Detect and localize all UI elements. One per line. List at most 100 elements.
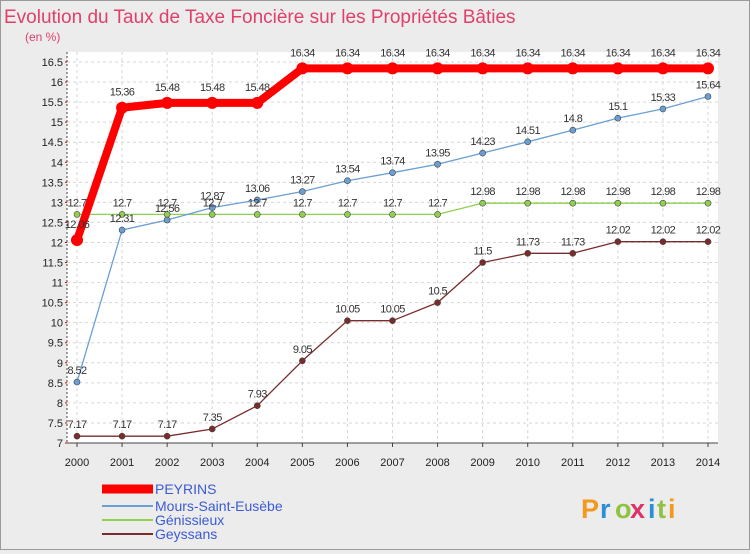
y-tick-label: 13 — [51, 197, 63, 209]
x-tick-label: 2009 — [470, 457, 494, 469]
data-label: 16.34 — [470, 47, 495, 59]
data-label: 16.34 — [425, 47, 450, 59]
data-point — [299, 188, 306, 195]
data-label: 15.48 — [200, 82, 225, 94]
data-label: 10.05 — [335, 304, 360, 316]
data-point — [299, 357, 306, 365]
logo-letter: P — [581, 494, 599, 524]
data-point — [71, 234, 83, 247]
x-tick-label: 2006 — [335, 457, 359, 469]
data-labels: 12.06 15.36 15.48 15.48 15.48 16.34 16.34 16.34… — [65, 47, 722, 431]
data-point — [524, 138, 532, 146]
data-label: 12.02 — [696, 225, 721, 237]
data-point — [299, 211, 306, 218]
data-point — [251, 96, 264, 109]
data-label: 11.73 — [516, 236, 540, 248]
y-tick-label: 10.5 — [42, 298, 63, 310]
data-point — [566, 62, 579, 75]
data-label: 11.5 — [474, 246, 493, 258]
data-point — [611, 62, 624, 75]
data-label: 12.7 — [383, 197, 402, 209]
data-label: 13.27 — [290, 175, 315, 187]
data-label: 15.36 — [110, 87, 135, 99]
x-tick-label: 2014 — [696, 457, 720, 469]
data-label: 16.34 — [561, 47, 586, 59]
data-label: 7.35 — [203, 412, 222, 424]
legend: PEYRINSMours-Saint-EusèbeGénissieuxGeyss… — [102, 481, 283, 542]
data-label: 16.34 — [380, 47, 405, 59]
data-point — [479, 199, 486, 207]
data-label: 7.17 — [113, 419, 132, 431]
logo-letter: r — [600, 494, 611, 524]
data-point — [118, 432, 126, 440]
data-point — [614, 199, 622, 207]
data-label: 12.7 — [158, 197, 177, 209]
data-point — [569, 126, 577, 134]
data-label: 10.05 — [380, 304, 405, 316]
y-tick-label: 8.5 — [48, 378, 63, 390]
data-label: 11.73 — [561, 236, 585, 248]
data-label: 12.98 — [651, 186, 676, 198]
data-point — [163, 216, 171, 224]
data-label: 13.95 — [425, 147, 450, 159]
data-label: 15.33 — [651, 92, 676, 104]
data-label: 7.17 — [67, 419, 86, 431]
data-label: 16.34 — [606, 47, 631, 59]
x-tick-label: 2000 — [65, 457, 89, 469]
data-point — [659, 238, 667, 245]
data-point — [116, 101, 129, 114]
data-point — [569, 199, 577, 207]
data-point — [389, 211, 396, 218]
data-point — [208, 211, 216, 218]
data-label: 16.34 — [651, 47, 676, 59]
data-point — [253, 211, 261, 218]
y-tick-label: 9 — [57, 358, 63, 370]
x-tick-label: 2001 — [110, 457, 134, 469]
data-point — [163, 432, 171, 440]
data-point — [208, 204, 216, 211]
data-point — [656, 62, 669, 75]
data-point — [704, 199, 712, 207]
series-geyssans — [73, 238, 712, 440]
legend-label: PEYRINS — [155, 481, 216, 497]
chart-title: Evolution du Taux de Taxe Foncière sur l… — [4, 7, 516, 28]
data-label: 13.06 — [245, 183, 270, 195]
logo-letter: x — [630, 494, 645, 524]
x-tick-label: 2008 — [425, 457, 449, 469]
series-layer — [71, 62, 714, 440]
y-tick-label: 15 — [51, 117, 63, 129]
data-point — [479, 259, 486, 266]
data-label: 16.34 — [515, 47, 540, 59]
data-label: 15.1 — [608, 101, 627, 113]
data-label: 12.98 — [515, 186, 540, 198]
data-label: 14.23 — [470, 136, 495, 148]
data-point — [431, 62, 444, 75]
data-point — [296, 62, 309, 75]
data-point — [208, 425, 216, 433]
y-tick-label: 16 — [51, 77, 63, 89]
unit-label: (en %) — [25, 30, 60, 44]
data-point — [434, 160, 441, 168]
logo-letter: t — [657, 494, 666, 524]
data-label: 7.17 — [158, 419, 177, 431]
data-label: 12.06 — [65, 219, 90, 231]
x-tick-label: 2012 — [606, 457, 630, 469]
data-label: 7.93 — [248, 389, 267, 401]
y-tick-label: 11 — [52, 278, 63, 290]
data-point — [206, 96, 219, 109]
axes: 7 7.5 8 8.5 9 9.5 10 10.5 11 11.5 12 12.5 13 13.5 14 14… — [42, 52, 720, 469]
data-label: 12.7 — [67, 197, 86, 209]
x-tick-label: 2007 — [380, 457, 404, 469]
legend-label: Génissieux — [155, 512, 224, 528]
data-label: 10.5 — [428, 286, 447, 298]
y-tick-label: 16.5 — [42, 57, 63, 69]
data-label: 13.54 — [335, 164, 360, 176]
x-tick-label: 2010 — [515, 457, 539, 469]
x-tick-label: 2004 — [245, 457, 269, 469]
y-tick-label: 14.5 — [42, 137, 63, 149]
data-label: 12.02 — [606, 225, 631, 237]
data-point — [704, 93, 712, 100]
data-point — [73, 211, 81, 218]
